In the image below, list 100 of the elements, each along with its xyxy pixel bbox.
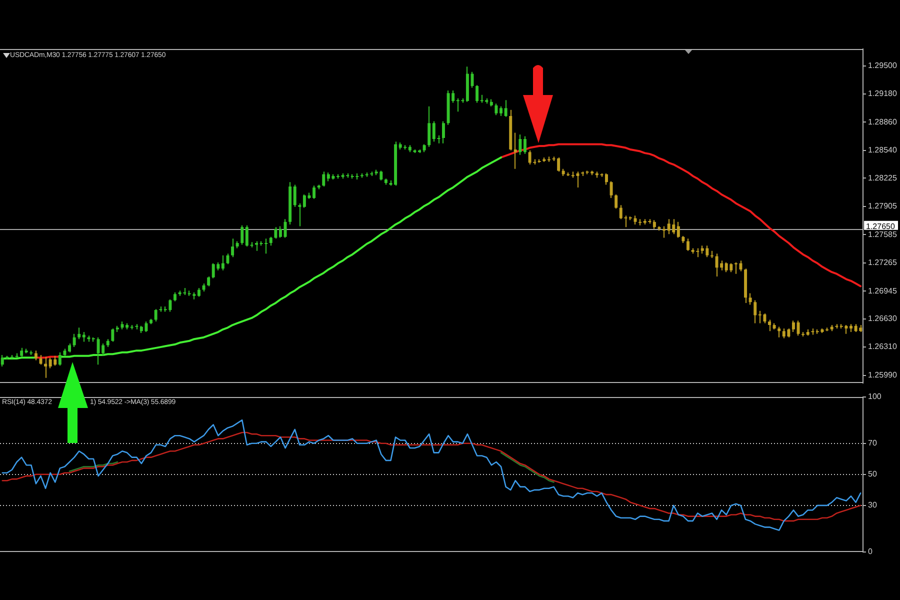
y-tick-label: 1.28540 xyxy=(868,146,898,155)
candlestick xyxy=(676,222,680,238)
candlestick xyxy=(231,238,234,258)
candlestick xyxy=(317,184,320,190)
candlestick xyxy=(504,100,508,117)
y-tick-label: 1.29180 xyxy=(868,89,898,98)
candlestick xyxy=(322,172,326,187)
candlestick xyxy=(547,156,550,162)
candlestick xyxy=(15,353,18,358)
candlestick xyxy=(197,288,200,297)
candlestick xyxy=(850,324,852,332)
candlestick xyxy=(778,326,781,338)
candlestick xyxy=(835,324,838,329)
candlestick xyxy=(466,66,469,102)
candlestick xyxy=(34,350,38,360)
candlestick xyxy=(514,132,517,169)
candlestick xyxy=(811,328,814,335)
candlestick xyxy=(518,134,522,155)
y-tick-label: 1.27905 xyxy=(868,202,898,211)
y-tick-label: 1.27585 xyxy=(868,230,898,239)
candlestick xyxy=(87,336,90,342)
candlestick xyxy=(278,226,282,238)
candlestick xyxy=(686,238,690,251)
candlestick xyxy=(442,121,445,144)
candlestick xyxy=(744,268,748,303)
candlestick xyxy=(10,354,14,359)
candlestick xyxy=(288,182,292,224)
y-tick-label: 1.28860 xyxy=(868,117,898,126)
candlestick xyxy=(302,194,306,208)
candlestick xyxy=(284,219,287,238)
candlestick xyxy=(135,324,138,330)
y-tick-label: 1.26630 xyxy=(868,314,898,324)
candlestick xyxy=(754,300,757,324)
y-tick-label: 1.26945 xyxy=(868,286,898,296)
candlestick xyxy=(494,104,498,116)
candlestick xyxy=(652,220,656,229)
candlestick xyxy=(0,354,4,366)
candlestick xyxy=(557,157,560,172)
candlestick xyxy=(658,226,661,231)
candlestick xyxy=(428,106,431,147)
candlestick xyxy=(806,329,810,336)
candlestick xyxy=(802,332,805,336)
candlestick xyxy=(394,142,398,186)
candlestick xyxy=(336,174,340,179)
candlestick xyxy=(58,352,62,366)
candlestick xyxy=(389,180,392,186)
y-tick-label: 1.25990 xyxy=(868,370,898,380)
candlestick xyxy=(274,227,278,239)
candlestick xyxy=(422,144,426,152)
candlestick xyxy=(662,226,666,238)
candlestick xyxy=(106,339,110,348)
y-tick-label: 1.26310 xyxy=(868,342,898,352)
candlestick xyxy=(130,325,134,330)
candlestick xyxy=(542,157,546,162)
candlestick xyxy=(418,150,421,154)
candlestick xyxy=(159,306,162,312)
candlestick xyxy=(24,348,28,354)
candlestick xyxy=(221,255,224,270)
candlestick xyxy=(269,236,272,246)
candlestick xyxy=(682,236,685,243)
candlestick xyxy=(581,172,584,176)
candlestick xyxy=(255,241,258,251)
candlestick xyxy=(734,262,738,274)
candlestick xyxy=(792,320,795,332)
y-tick-label: 50 xyxy=(868,470,878,479)
candlestick xyxy=(748,293,752,305)
candlestick xyxy=(92,337,95,342)
candlestick xyxy=(111,328,114,342)
candlestick xyxy=(63,348,66,356)
candlestick xyxy=(638,219,642,226)
candlestick xyxy=(30,350,33,355)
candlestick xyxy=(150,318,153,324)
candlestick xyxy=(796,320,800,336)
candlestick xyxy=(72,334,76,348)
candlestick xyxy=(360,173,364,178)
candlestick xyxy=(605,173,608,185)
candlestick xyxy=(610,181,613,198)
y-tick-label: 1.27265 xyxy=(868,258,898,268)
candlestick xyxy=(816,329,819,334)
candlestick xyxy=(490,99,493,106)
candlestick xyxy=(509,110,512,150)
candlestick xyxy=(384,178,388,185)
y-tick-label: 100 xyxy=(868,392,882,402)
candlestick xyxy=(826,328,829,332)
candlestick xyxy=(562,168,565,176)
candlestick xyxy=(6,356,9,360)
candlestick xyxy=(552,156,556,161)
candlestick xyxy=(68,344,72,352)
candlestick xyxy=(614,194,618,209)
candlestick xyxy=(538,159,541,163)
candlestick xyxy=(500,106,503,116)
y-tick-label: 70 xyxy=(868,438,878,448)
y-tick-label: 1.28225 xyxy=(868,173,898,182)
candlestick xyxy=(772,323,776,330)
candlestick xyxy=(116,326,119,332)
candlestick xyxy=(413,150,416,154)
candlestick xyxy=(20,348,24,357)
y-tick-label: 0 xyxy=(868,547,873,556)
candlestick xyxy=(293,184,296,207)
candlestick xyxy=(44,356,48,378)
